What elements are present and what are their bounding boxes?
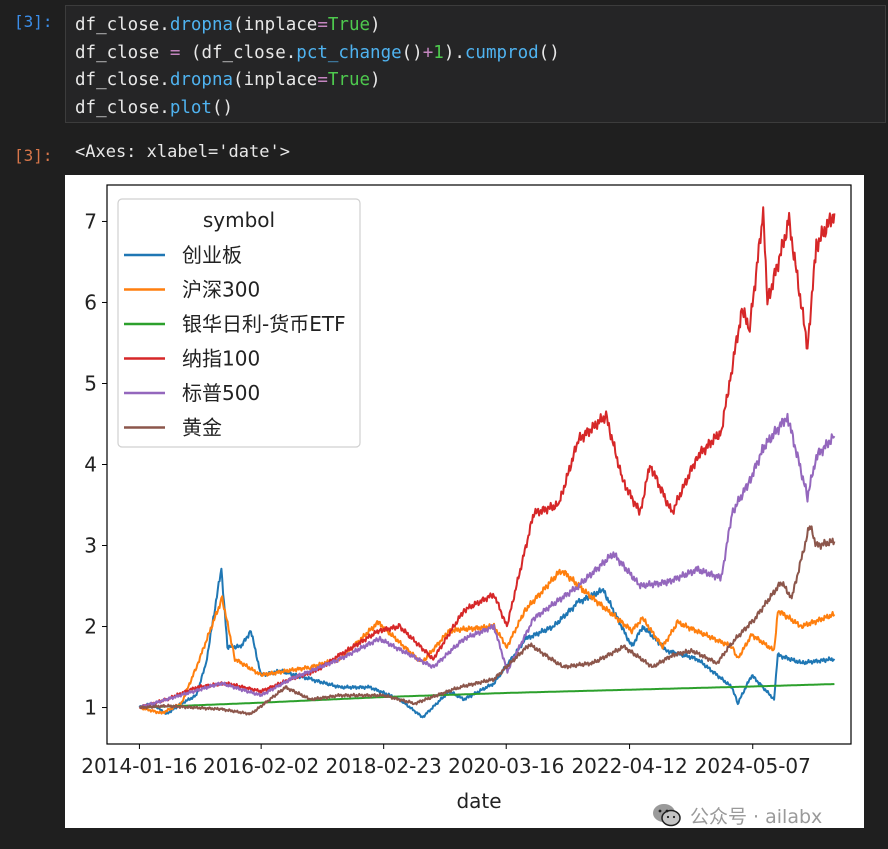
legend-label: 沪深300 <box>182 278 260 302</box>
x-tick-label: 2020-03-16 <box>448 754 564 778</box>
output-prompt: [3]: <box>14 146 53 165</box>
chart-figure: 1 2 3 4 5 6 7 2014-01-16 2016-02-02 2018-02-23 202… <box>65 175 864 828</box>
y-tick-label: 2 <box>84 615 97 639</box>
y-tick-label: 4 <box>84 453 97 477</box>
watermark: 公众号 · ailabx <box>652 800 822 830</box>
series-line <box>138 567 836 719</box>
x-tick-label: 2022-04-12 <box>571 754 687 778</box>
code-line-1: df_close.dropna(inplace=True) <box>75 15 381 35</box>
legend-label: 创业板 <box>182 243 242 267</box>
x-tick-label: 2024-05-07 <box>695 754 811 778</box>
x-tick-label: 2018-02-23 <box>326 754 442 778</box>
x-tick-label: 2016-02-02 <box>203 754 319 778</box>
y-tick-label: 1 <box>84 696 97 720</box>
legend-box <box>117 198 361 448</box>
input-prompt: [3]: <box>14 12 53 31</box>
legend-label: 银华日利-货币ETF <box>182 312 346 336</box>
y-tick-label: 5 <box>84 371 97 395</box>
code-line-3: df_close.dropna(inplace=True) <box>75 70 381 90</box>
legend-label: 黄金 <box>182 416 222 440</box>
series-line <box>139 683 835 709</box>
output-text: <Axes: xlabel='date'> <box>75 142 290 162</box>
code-line-4: df_close.plot() <box>75 97 234 118</box>
y-tick-label: 6 <box>84 290 97 314</box>
y-tick-label: 7 <box>84 209 97 233</box>
y-tick-label: 3 <box>84 534 97 558</box>
wechat-icon <box>653 804 681 827</box>
code-line-2: df_close = (df_close.pct_change()+1).cum… <box>75 42 560 63</box>
code-cell[interactable]: df_close.dropna(inplace=True) df_close =… <box>65 5 886 123</box>
x-tick-label: 2014-01-16 <box>81 754 197 778</box>
watermark-text: 公众号 · ailabx <box>690 805 823 828</box>
series-line <box>139 206 836 709</box>
legend-title: symbol <box>203 208 275 232</box>
legend-label: 纳指100 <box>182 347 260 371</box>
series-line <box>138 525 836 716</box>
x-axis-label: date <box>456 789 501 813</box>
legend-label: 标普500 <box>182 381 260 405</box>
series-line <box>138 412 836 709</box>
